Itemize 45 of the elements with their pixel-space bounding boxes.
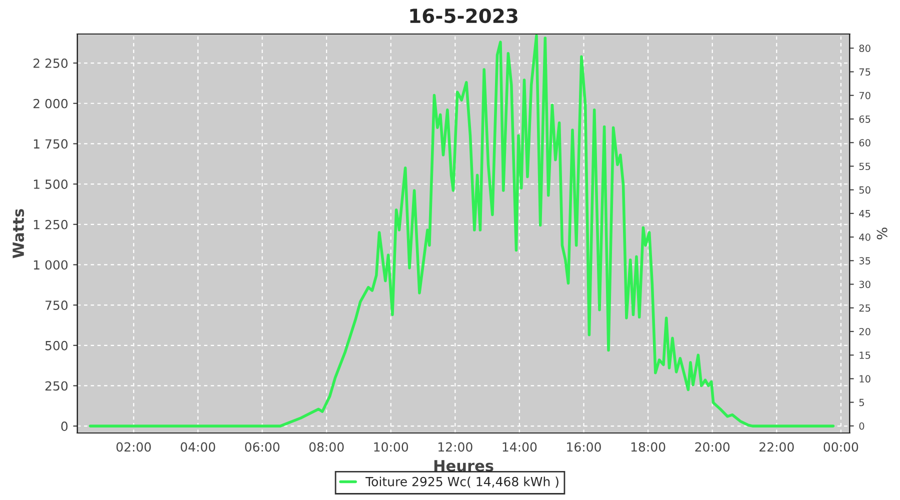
x-tick-label: 08:00 xyxy=(309,442,344,452)
y-tick-label: 500 xyxy=(45,340,68,350)
line-series xyxy=(88,34,835,428)
y2-tick-label: 35 xyxy=(859,257,870,264)
y2-tick-label: 0 xyxy=(859,422,864,430)
x-tick-label: 10:00 xyxy=(374,442,408,452)
y-tick-label: 1 250 xyxy=(34,220,68,230)
y2-axis-title: % xyxy=(876,228,888,240)
x-tick-label: 04:00 xyxy=(180,442,216,452)
y2-tick-label: 60 xyxy=(859,139,870,146)
y2-tick-label: 40 xyxy=(859,234,870,241)
x-tick-label: 12:00 xyxy=(438,442,472,452)
y2-tick-label: 50 xyxy=(859,186,870,194)
y2-tick-label: 20 xyxy=(859,328,870,336)
y-axis-title: Watts xyxy=(12,209,24,258)
x-tick-label: 16:00 xyxy=(567,442,601,452)
y2-tick-label: 55 xyxy=(859,162,870,170)
x-axis-title: Heures xyxy=(434,460,494,472)
y2-tick-label: 15 xyxy=(860,352,870,359)
y2-tick-label: 65 xyxy=(859,115,870,123)
y-tick-label: 0 xyxy=(61,422,68,431)
y-tick-label: 1 750 xyxy=(34,139,68,149)
y-tick-label: 2 250 xyxy=(34,58,68,68)
x-tick-label: 02:00 xyxy=(116,442,151,452)
y2-tick-label: 10 xyxy=(860,375,870,383)
chart-title: 16-5-2023 xyxy=(410,8,518,24)
y-tick-label: 250 xyxy=(45,381,68,391)
y-tick-label: 2 000 xyxy=(34,98,68,108)
y2-tick-label: 80 xyxy=(859,44,870,52)
y2-tick-label: 25 xyxy=(859,304,870,312)
x-tick-label: 22:00 xyxy=(760,442,794,452)
y-tick-label: 750 xyxy=(46,300,68,310)
y2-tick-label: 30 xyxy=(859,280,870,288)
y-tick-label: 1 500 xyxy=(34,180,68,189)
y2-tick-label: 5 xyxy=(859,398,864,406)
legend-label: Toiture 2925 Wc( 14,468 kWh ) xyxy=(366,476,558,488)
x-tick-label: 00:00 xyxy=(824,442,858,452)
x-tick-label: 14:00 xyxy=(502,442,537,452)
y2-tick-label: 45 xyxy=(859,210,870,218)
x-tick-label: 18:00 xyxy=(631,442,666,452)
y-tick-label: 1 000 xyxy=(34,260,68,270)
x-tick-label: 20:00 xyxy=(695,442,730,452)
x-tick-label: 06:00 xyxy=(245,442,280,452)
y2-tick-label: 70 xyxy=(859,92,870,100)
y2-tick-label: 75 xyxy=(859,68,870,76)
